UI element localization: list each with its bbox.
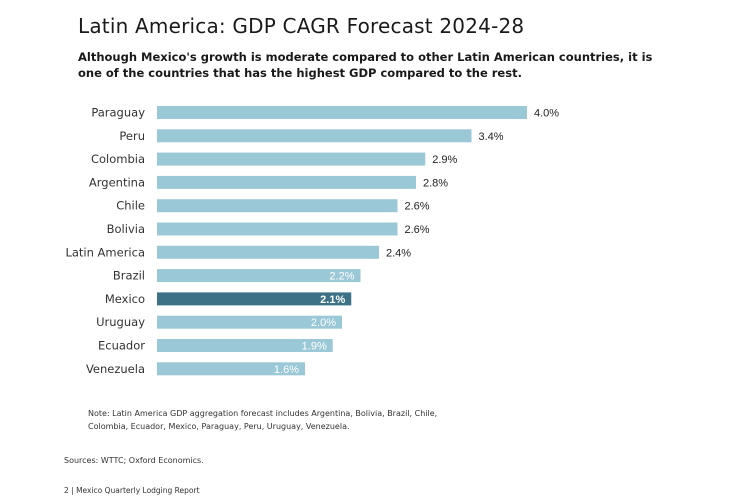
data-label: 2.6% (405, 224, 430, 236)
category-label: Brazil (113, 269, 145, 283)
chart-title: Latin America: GDP CAGR Forecast 2024-28 (78, 14, 525, 38)
bar-ecuador (157, 339, 333, 352)
bar-uruguay (157, 315, 342, 329)
bar-venezuela (157, 362, 305, 376)
data-label: 2.8% (423, 177, 448, 189)
category-label: Ecuador (98, 339, 145, 353)
category-label: Venezuela (86, 362, 145, 376)
chart-note: Note: Latin America GDP aggregation fore… (88, 409, 438, 431)
category-label: Colombia (91, 152, 145, 166)
data-label: 2.2% (329, 271, 354, 283)
data-label: 2.1% (320, 294, 345, 306)
page-footer: 2 | Mexico Quarterly Lodging Report (64, 486, 200, 495)
category-label: Bolivia (107, 222, 145, 236)
data-label: 2.6% (405, 201, 430, 213)
category-label: Uruguay (96, 315, 145, 329)
data-label: 4.0% (534, 108, 559, 120)
bar-latin-america (157, 245, 379, 259)
bar-bolivia (157, 222, 398, 236)
bar-chart: Paraguay 4.0% Peru 3.4% Colombia 2.9% Argentin… (65, 106, 559, 376)
category-label: Latin America (65, 245, 145, 259)
category-label: Paraguay (91, 106, 145, 120)
chart-subtitle: Although Mexico's growth is moderate com… (78, 50, 653, 80)
data-label: 1.6% (274, 364, 299, 376)
sources-text: Sources: WTTC; Oxford Economics. (64, 456, 204, 465)
data-label: 1.9% (302, 341, 327, 353)
category-label: Chile (116, 199, 145, 213)
data-label: 2.9% (432, 154, 457, 166)
data-label: 2.0% (311, 317, 336, 329)
bar-colombia (157, 152, 426, 166)
bar-brazil (157, 269, 361, 283)
bar-chile (157, 199, 398, 213)
bar-argentina (157, 175, 416, 189)
bar-peru (157, 129, 472, 143)
bar-mexico (157, 292, 352, 306)
data-label: 2.4% (386, 247, 411, 259)
category-label: Peru (119, 129, 145, 143)
category-label: Mexico (105, 292, 145, 306)
data-label: 3.4% (479, 131, 504, 143)
bar-paraguay (157, 106, 527, 119)
category-label: Argentina (89, 175, 145, 189)
